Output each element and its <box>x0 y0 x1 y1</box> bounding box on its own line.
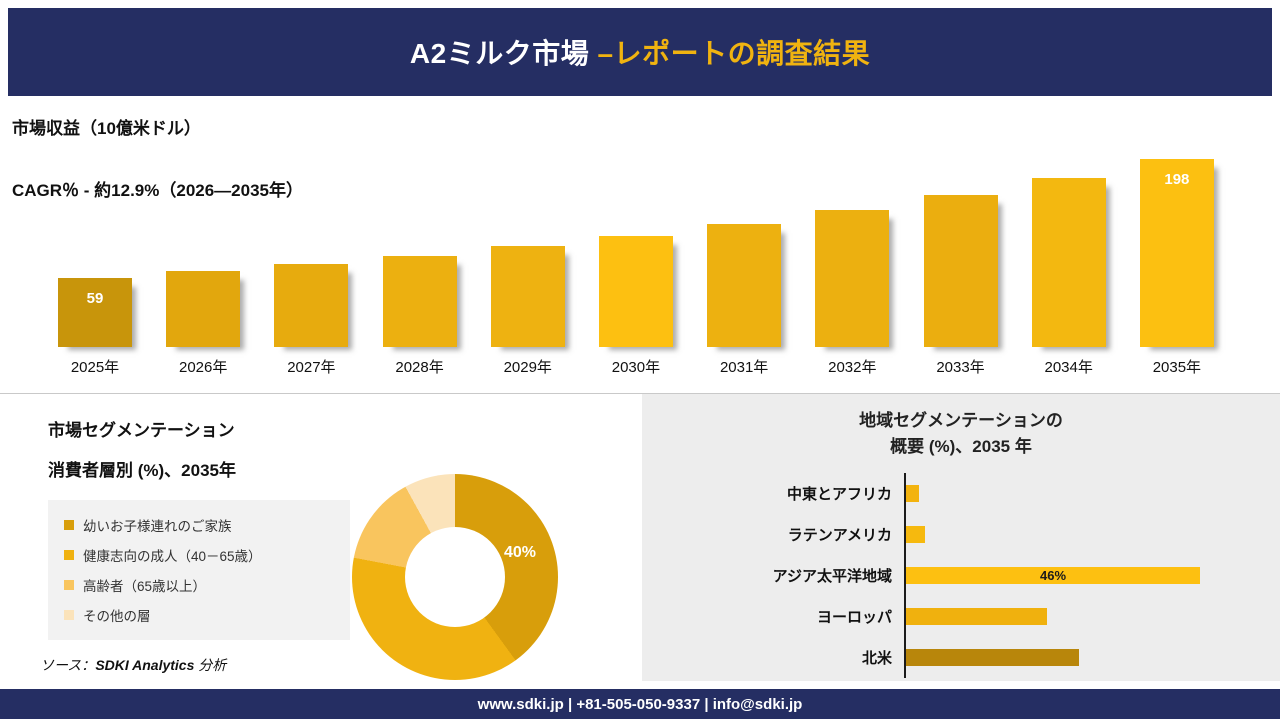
revenue-bar-chart: 59 198 <box>58 147 1214 347</box>
regional-title-line2: 概要 (%)、2035 年 <box>890 436 1032 456</box>
revenue-category-axis: 2025年 2026年 2027年 2028年 2029年 2030年 2031年 2032年… <box>58 356 1214 377</box>
revenue-bar <box>707 224 782 347</box>
source-note: ソース：SDKI Analytics 分析 <box>40 655 226 675</box>
region-bar <box>906 485 919 502</box>
donut-chart: 40% <box>352 474 558 680</box>
region-label: アジア太平洋地域 <box>772 568 892 585</box>
source-suffix: 分析 <box>194 657 227 673</box>
region-bar <box>906 649 1079 666</box>
region-bar-row <box>906 473 1262 514</box>
bar-value-label: 59 <box>86 290 104 307</box>
legend-item: その他の層 <box>64 600 334 630</box>
donut-value-label: 40% <box>504 544 537 561</box>
revenue-bar <box>274 264 349 347</box>
consumer-segmentation-panel: 市場セグメンテーション 消費者層別 (%)、2035年 幼いお子様連れのご家族健… <box>0 394 642 681</box>
page-title-accent: –レポートの調査結果 <box>597 38 871 69</box>
bottom-panels: 市場セグメンテーション 消費者層別 (%)、2035年 幼いお子様連れのご家族健… <box>0 394 1280 681</box>
region-label: ヨーロッパ <box>816 609 892 626</box>
footer-bar: www.sdki.jp | +81-505-050-9337 | info@sd… <box>0 689 1280 719</box>
legend-label: 幼いお子様連れのご家族 <box>83 519 232 534</box>
region-label: ラテンアメリカ <box>787 527 892 544</box>
bar-category-label: 2031年 <box>719 359 769 376</box>
region-bar <box>906 526 925 543</box>
revenue-bar <box>923 195 998 347</box>
revenue-bar <box>1031 178 1106 347</box>
legend-label: 高齢者（65歳以上） <box>83 579 207 594</box>
regional-segmentation-panel: 地域セグメンテーションの 概要 (%)、2035 年 中東とアフリカ ラテンアメリ… <box>642 394 1280 681</box>
legend-swatch <box>64 550 74 560</box>
footer-contact: www.sdki.jp | +81-505-050-9337 | info@sd… <box>477 695 803 713</box>
legend-label: その他の層 <box>83 609 151 624</box>
bar-value-label: 198 <box>1164 171 1190 188</box>
bar-category-label: 2032年 <box>828 359 877 376</box>
revenue-bar <box>166 271 241 347</box>
bar-category-label: 2029年 <box>503 359 552 376</box>
legend-item: 健康志向の成人（40－65歳） <box>64 540 334 570</box>
revenue-title: 市場収益（10億米ドル） <box>12 119 201 138</box>
regional-title-line1: 地域セグメンテーションの <box>859 411 1063 430</box>
legend-item: 幼いお子様連れのご家族 <box>64 510 334 540</box>
legend-item: 高齢者（65歳以上） <box>64 570 334 600</box>
segmentation-title: 市場セグメンテーション <box>48 421 235 440</box>
revenue-bar <box>382 256 457 347</box>
region-bar-row <box>906 596 1262 637</box>
region-value-label: 46% <box>1039 568 1067 583</box>
legend-label: 健康志向の成人（40－65歳） <box>83 549 262 564</box>
regional-title: 地域セグメンテーションの 概要 (%)、2035 年 <box>642 408 1280 459</box>
region-bar-row: 46% <box>906 555 1262 596</box>
bar-category-label: 2028年 <box>395 359 444 376</box>
bar-category-label: 2035年 <box>1152 359 1202 376</box>
legend-swatch <box>64 520 74 530</box>
revenue-chart-section: 市場収益（10億米ドル） CAGR％ - 約12.9%（2026―2035年） … <box>0 96 1280 394</box>
revenue-bar: 59 <box>58 278 132 347</box>
revenue-bar <box>490 246 565 347</box>
bar-category-label: 2026年 <box>179 359 228 376</box>
bar-category-label: 2033年 <box>936 359 985 376</box>
bar-category-label: 2034年 <box>1044 359 1093 376</box>
infographic-page: A2ミルク市場 –レポートの調査結果 市場収益（10億米ドル） CAGR％ - … <box>0 8 1280 728</box>
revenue-bar <box>815 210 890 347</box>
source-name: SDKI Analytics <box>95 657 195 673</box>
bar-category-label: 2030年 <box>611 359 661 376</box>
legend-swatch <box>64 610 74 620</box>
legend-swatch <box>64 580 74 590</box>
header-banner: A2ミルク市場 –レポートの調査結果 <box>8 8 1272 96</box>
segmentation-subtitle: 消費者層別 (%)、2035年 <box>48 461 236 480</box>
revenue-bar <box>598 236 673 347</box>
source-prefix: ソース： <box>40 657 96 673</box>
region-bar-row <box>906 514 1262 555</box>
donut-legend: 幼いお子様連れのご家族健康志向の成人（40－65歳） 高齢者（65歳以上） その他の… <box>48 500 350 640</box>
region-bar-row <box>906 637 1262 678</box>
region-label: 中東とアフリカ <box>786 486 892 503</box>
region-bar: 46% <box>906 567 1200 584</box>
region-bar <box>906 608 1047 625</box>
page-title: A2ミルク市場 –レポートの調査結果 <box>410 32 870 72</box>
region-label: 北米 <box>861 650 892 667</box>
regional-bars: 46% <box>904 473 1262 678</box>
revenue-cagr: CAGR％ - 約12.9%（2026―2035年） <box>12 181 304 200</box>
regional-category-axis: 中東とアフリカ ラテンアメリカアジア太平洋地域ヨーロッパ北米 <box>658 473 904 678</box>
bar-category-label: 2025年 <box>70 359 120 376</box>
revenue-bar: 198 <box>1139 159 1214 347</box>
page-title-main: A2ミルク市場 <box>409 38 598 69</box>
regional-bar-chart: 中東とアフリカ ラテンアメリカアジア太平洋地域ヨーロッパ北米 46% <box>658 473 1262 678</box>
bar-category-label: 2027年 <box>287 359 336 376</box>
footer-gap <box>0 681 1280 689</box>
